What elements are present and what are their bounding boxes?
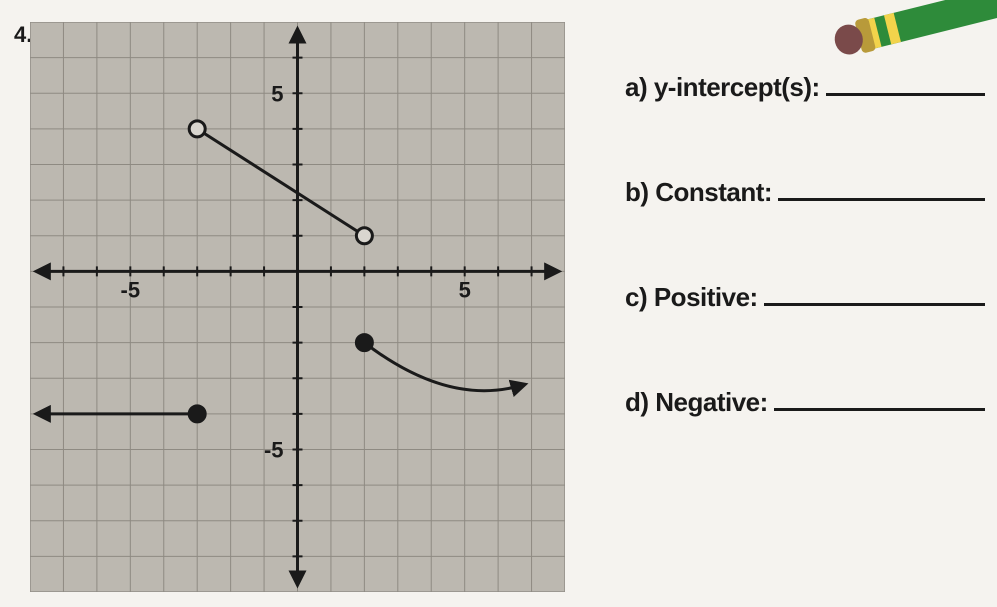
coordinate-graph: 5 -5 5 -5 [30, 22, 565, 592]
question-a-blank[interactable] [826, 70, 985, 96]
question-c-label: c) Positive: [625, 282, 758, 313]
worksheet-page: 4. 5-55-5 a) y-intercept(s): b) Constant… [0, 0, 997, 607]
pencil-icon [807, 0, 997, 60]
question-d-label: d) Negative: [625, 387, 768, 418]
graph-container: 5 -5 5 -5 [30, 22, 565, 592]
question-b: b) Constant: [625, 175, 985, 208]
question-b-blank[interactable] [778, 175, 985, 201]
question-c: c) Positive: [625, 280, 985, 313]
question-c-blank[interactable] [764, 280, 985, 306]
question-a-label: a) y-intercept(s): [625, 72, 820, 103]
question-d: d) Negative: [625, 385, 985, 418]
svg-text:5: 5 [459, 277, 471, 302]
svg-text:5: 5 [271, 81, 283, 106]
question-b-label: b) Constant: [625, 177, 772, 208]
question-a: a) y-intercept(s): [625, 70, 985, 103]
question-d-blank[interactable] [774, 385, 985, 411]
svg-text:-5: -5 [121, 277, 141, 302]
question-list: a) y-intercept(s): b) Constant: c) Posit… [625, 70, 985, 490]
svg-text:-5: -5 [264, 438, 284, 463]
